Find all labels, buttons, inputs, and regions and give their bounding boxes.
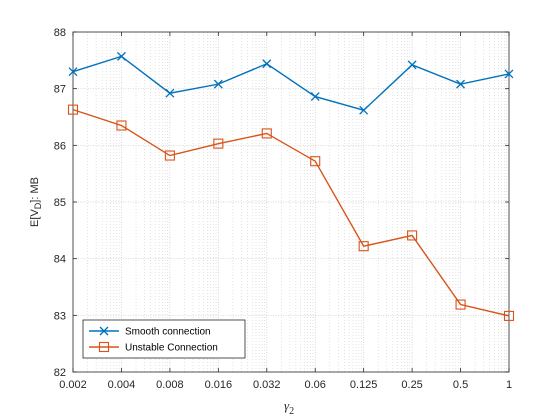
y-axis-label-prefix: E[V: [29, 209, 41, 227]
x-tick-label: 0.125: [350, 379, 378, 391]
x-tick-label: 0.5: [453, 379, 468, 391]
legend: Smooth connection Unstable Connection: [83, 320, 245, 358]
y-tick-label: 83: [54, 310, 66, 322]
x-tick-label: 0.016: [205, 379, 233, 391]
x-tick-label: 0.008: [156, 379, 184, 391]
x-tick-label: 0.032: [253, 379, 281, 391]
x-tick-label: 0.004: [108, 379, 136, 391]
y-tick-label: 87: [54, 84, 66, 96]
x-axis-label-subscript: 2: [289, 406, 294, 417]
y-tick-label: 84: [54, 254, 66, 266]
y-tick-label: 86: [54, 140, 66, 152]
x-tick-label: 1: [506, 379, 512, 391]
y-tick-label: 88: [54, 27, 66, 39]
x-tick-label: 0.06: [305, 379, 326, 391]
y-tick-label: 85: [54, 197, 66, 209]
x-tick-label: 0.25: [401, 379, 422, 391]
legend-label: Unstable Connection: [125, 343, 218, 354]
x-tick-label: 0.002: [59, 379, 87, 391]
y-axis-label-suffix: ]: MB: [29, 177, 41, 203]
legend-item-2: Unstable Connection: [89, 343, 218, 354]
y-tick-label: 82: [54, 367, 66, 379]
legend-label: Smooth connection: [125, 327, 211, 338]
y-axis-label: E[VD]: MB: [29, 177, 43, 227]
